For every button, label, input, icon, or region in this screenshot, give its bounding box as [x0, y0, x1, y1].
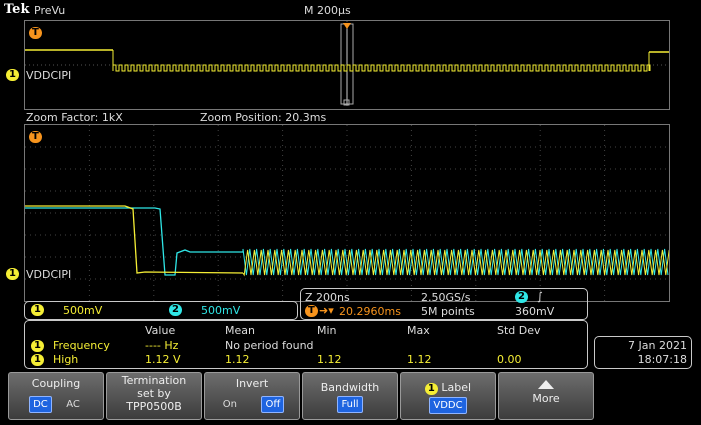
coupling-title: Coupling — [31, 377, 81, 390]
trigger-arrow-icon: ➜▾ — [319, 304, 334, 317]
measurement-table[interactable]: Value Mean Min Max Std Dev 1 Frequency -… — [24, 320, 588, 369]
invert-title: Invert — [235, 377, 269, 390]
termination-line3: TPP0500B — [126, 400, 182, 413]
chevron-up-icon — [499, 379, 593, 392]
trigger-position: 20.2960ms — [339, 305, 401, 318]
more-softkey[interactable]: More — [498, 372, 594, 420]
row-channel-badge: 1 — [31, 354, 44, 366]
overview-waveform — [25, 21, 669, 109]
trigger-source-badge: 2 — [515, 291, 528, 303]
bandwidth-title: Bandwidth — [320, 381, 380, 394]
overview-ch1-marker[interactable]: 1 — [6, 69, 19, 81]
row-name: Frequency — [53, 339, 110, 352]
acquisition-panel[interactable]: Z 200ns 2.50GS/s 2 ∫ T ➜▾ 20.2960ms 5M p… — [300, 288, 588, 320]
zoom-ch1-marker[interactable]: 1 — [6, 268, 19, 280]
overview-ch1-label: VDDCIPI — [26, 69, 72, 82]
zoom-scale: Z 200ns — [305, 291, 350, 304]
trigger-slope-icon: ∫ — [537, 290, 543, 303]
coupling-dc-option[interactable]: DC — [29, 396, 52, 413]
invert-off-option[interactable]: Off — [261, 396, 285, 413]
header-bar: Tek PreVu M 200μs — [0, 0, 701, 20]
termination-line2: set by — [137, 387, 171, 400]
ch2-scale-badge: 2 — [169, 304, 182, 316]
row-value: ---- Hz — [145, 339, 179, 352]
col-header-min: Min — [317, 324, 337, 337]
overview-graticule: T — [24, 20, 670, 110]
more-title: More — [532, 392, 560, 405]
trigger-position-marker: T — [305, 305, 318, 317]
row-max: 1.12 — [407, 353, 432, 366]
col-header-std-dev: Std Dev — [497, 324, 541, 337]
datetime-panel[interactable]: 7 Jan 2021 18:07:18 — [594, 336, 692, 369]
label-title: Label — [441, 381, 472, 394]
row-name: High — [53, 353, 79, 366]
brand-logo: Tek — [4, 2, 30, 17]
col-header-value: Value — [145, 324, 176, 337]
bandwidth-value: Full — [337, 396, 363, 413]
col-header-max: Max — [407, 324, 430, 337]
row-std-dev: 0.00 — [497, 353, 522, 366]
label-softkey[interactable]: 1 Label VDDC — [400, 372, 496, 420]
ch1-scale: 500mV — [63, 304, 103, 317]
record-length: 5M points — [421, 305, 475, 318]
zoom-trigger-marker[interactable]: T — [29, 131, 42, 143]
zoom-factor: Zoom Factor: 1kX — [26, 111, 123, 124]
time: 18:07:18 — [637, 353, 687, 366]
channel-scale-panel[interactable]: 1 500mV 2 500mV — [24, 301, 298, 320]
row-min: 1.12 — [317, 353, 342, 366]
zoom-waveform — [25, 125, 669, 301]
overview-trigger-marker[interactable]: T — [29, 27, 42, 39]
zoom-graticule: T — [24, 124, 670, 302]
termination-softkey[interactable]: Termination set by TPP0500B — [106, 372, 202, 420]
coupling-softkey[interactable]: Coupling DC AC — [8, 372, 104, 420]
col-header-mean: Mean — [225, 324, 255, 337]
sample-rate: 2.50GS/s — [421, 291, 471, 304]
row-mean: 1.12 — [225, 353, 250, 366]
ch2-scale: 500mV — [201, 304, 241, 317]
zoom-position: Zoom Position: 20.3ms — [200, 111, 327, 124]
trigger-level: 360mV — [515, 305, 555, 318]
termination-line1: Termination — [121, 374, 187, 387]
ch1-scale-badge: 1 — [31, 304, 44, 316]
invert-on-option[interactable]: On — [222, 399, 237, 410]
label-value: VDDC — [429, 397, 467, 414]
bandwidth-softkey[interactable]: Bandwidth Full — [302, 372, 398, 420]
row-mean: No period found — [225, 339, 314, 352]
acquisition-mode: PreVu — [34, 4, 66, 17]
date: 7 Jan 2021 — [628, 339, 687, 352]
label-channel-badge: 1 — [424, 383, 438, 395]
row-value: 1.12 V — [145, 353, 181, 366]
timebase-readout[interactable]: M 200μs — [304, 4, 351, 17]
zoom-ch1-label: VDDCIPI — [26, 268, 72, 281]
row-channel-badge: 1 — [31, 340, 44, 352]
invert-softkey[interactable]: Invert On Off — [204, 372, 300, 420]
coupling-ac-option[interactable]: AC — [66, 399, 80, 410]
